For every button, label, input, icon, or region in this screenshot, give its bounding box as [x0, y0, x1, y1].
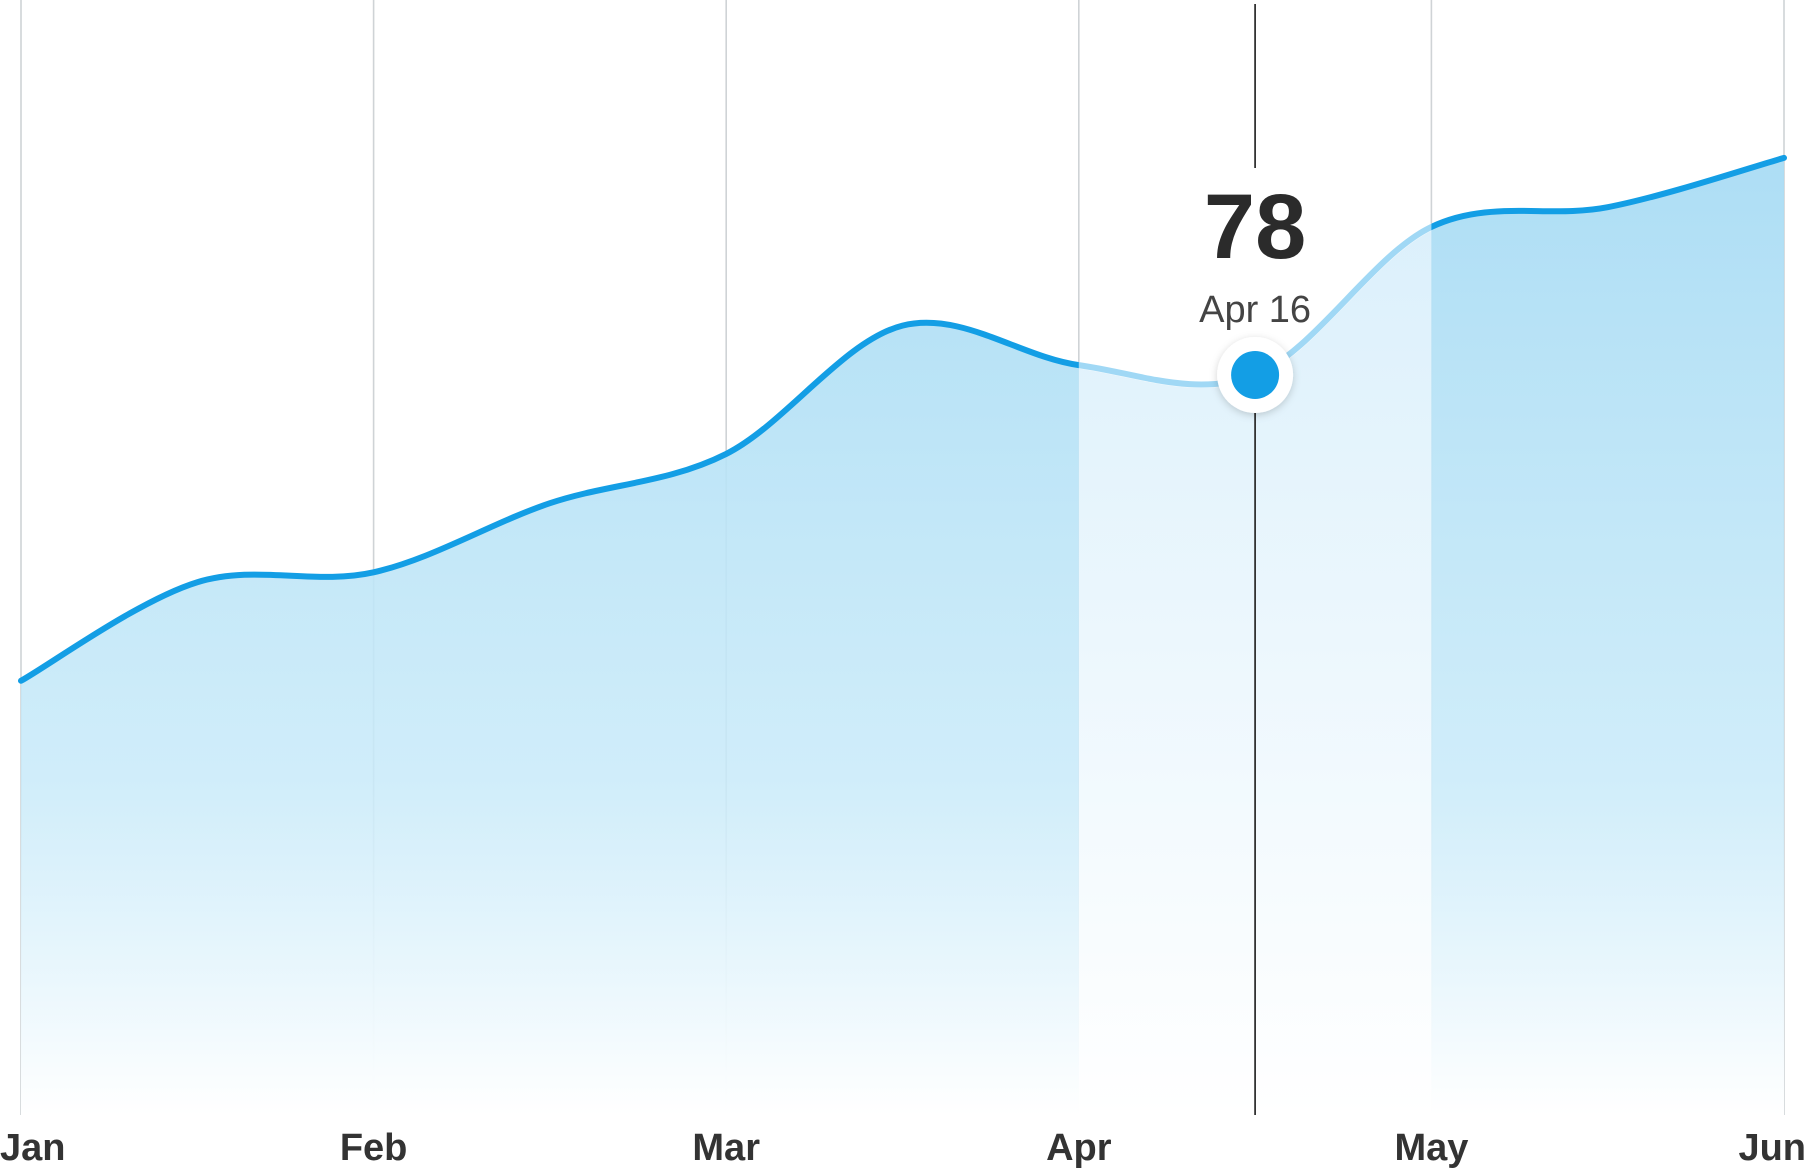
- data-point-mar-16: [900, 323, 906, 329]
- highlight-marker-dot[interactable]: [1231, 350, 1280, 399]
- x-tick-label-feb: Feb: [340, 1127, 408, 1169]
- tooltip-date: Apr 16: [1199, 289, 1311, 331]
- tooltip-value: 78: [1204, 176, 1306, 278]
- data-point-may: [1428, 224, 1434, 230]
- line-layer: [18, 154, 1787, 684]
- series-line: [18, 154, 1787, 684]
- data-point-jan: [18, 678, 24, 684]
- area-layer: [21, 157, 1784, 1115]
- marker-layer: [18, 155, 1787, 684]
- area-fill: [21, 157, 1784, 1115]
- x-tick-label-apr: Apr: [1046, 1127, 1112, 1169]
- x-axis-labels: Jan Feb Mar Apr May Jun: [0, 1127, 1806, 1169]
- x-tick-label-mar: Mar: [692, 1127, 760, 1169]
- data-point-jun: [1781, 155, 1787, 161]
- x-tick-label-jun: Jun: [1738, 1127, 1806, 1169]
- data-point-may-16: [1605, 204, 1611, 210]
- data-point-mar: [723, 451, 729, 457]
- data-point-jan-16: [194, 579, 200, 585]
- data-point-feb: [371, 569, 377, 575]
- data-point-feb-16: [547, 500, 553, 506]
- x-tick-label-jan: Jan: [0, 1127, 65, 1169]
- tooltip: 78 Apr 16: [1199, 176, 1311, 331]
- x-tick-label-may: May: [1394, 1127, 1468, 1169]
- data-point-apr: [1076, 362, 1082, 368]
